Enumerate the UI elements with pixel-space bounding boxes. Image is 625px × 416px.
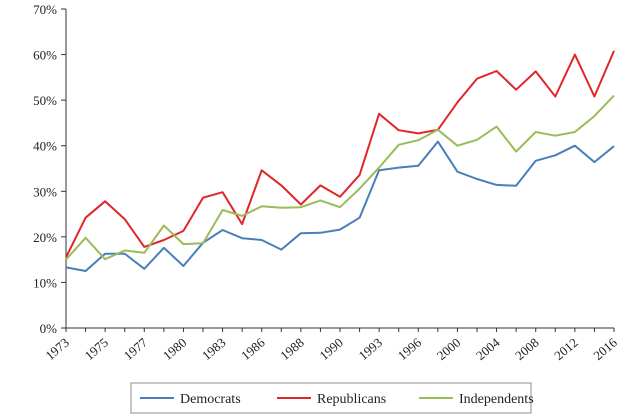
y-tick-label: 70% xyxy=(33,2,57,17)
x-tick-label: 1990 xyxy=(316,335,346,363)
legend-label-independents: Independents xyxy=(459,392,534,407)
y-axis: 0% 10% 20% 30% 40% 50% 60% 70% xyxy=(33,2,67,336)
series-line-independents xyxy=(65,94,615,261)
x-tick-label: 1975 xyxy=(82,335,112,363)
x-tick-label: 1988 xyxy=(277,335,307,363)
x-axis: 1973 1975 1977 1980 1983 1986 1988 1990 1993 1996… xyxy=(42,327,620,363)
legend: Democrats Republicans Independents xyxy=(130,382,534,414)
x-tick-label: 2016 xyxy=(590,334,620,363)
x-tick-label: 1977 xyxy=(121,334,151,363)
x-tick-label: 1983 xyxy=(199,335,229,363)
legend-label-republicans: Republicans xyxy=(317,392,386,407)
y-tick-label: 30% xyxy=(33,184,57,199)
y-tick-label: 10% xyxy=(33,275,57,290)
x-tick-label: 1993 xyxy=(356,335,386,363)
series-line-democrats xyxy=(65,140,615,272)
y-tick-label: 20% xyxy=(33,230,57,245)
y-tick-label: 50% xyxy=(33,93,57,108)
x-tick-label: 1973 xyxy=(42,335,72,363)
series-line-republicans xyxy=(65,50,615,258)
y-tick-label: 40% xyxy=(33,139,57,154)
legend-label-democrats: Democrats xyxy=(180,392,241,407)
x-tick-label: 2000 xyxy=(434,335,464,363)
x-tick-label: 1986 xyxy=(238,334,268,363)
x-tick-label: 2012 xyxy=(551,335,581,363)
y-tick-label: 60% xyxy=(33,48,57,63)
x-tick-label: 2008 xyxy=(512,335,542,363)
plot-lines xyxy=(65,50,615,272)
x-tick-label: 2004 xyxy=(473,334,503,363)
y-tick-label: 0% xyxy=(40,321,58,336)
x-tick-label: 1996 xyxy=(395,334,425,363)
x-tick-label: 1980 xyxy=(160,335,190,363)
legend-box xyxy=(130,382,532,414)
